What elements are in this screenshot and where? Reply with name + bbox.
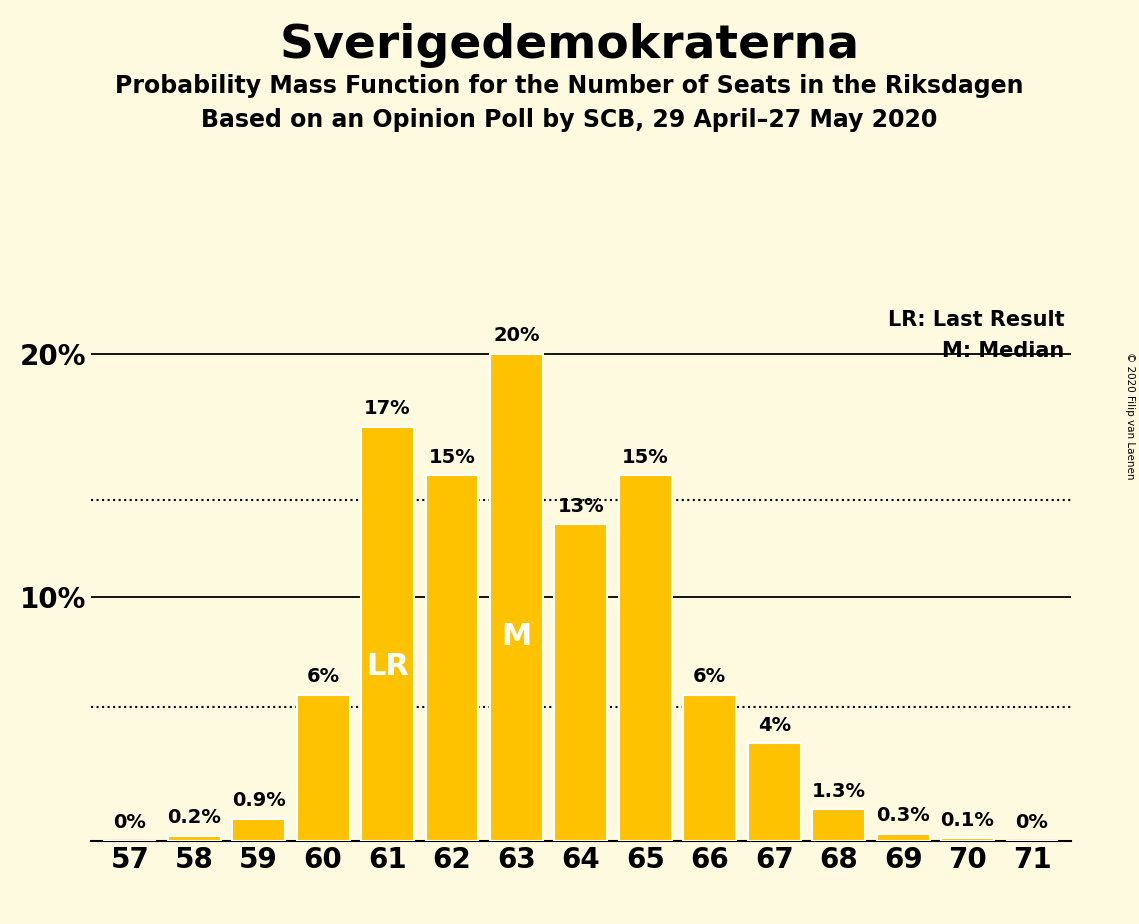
Text: 0%: 0% xyxy=(114,813,146,833)
Text: 6%: 6% xyxy=(694,667,727,687)
Text: © 2020 Filip van Laenen: © 2020 Filip van Laenen xyxy=(1125,352,1134,480)
Text: 0.9%: 0.9% xyxy=(232,791,286,810)
Text: 0.1%: 0.1% xyxy=(941,811,994,830)
Text: 20%: 20% xyxy=(493,326,540,346)
Text: 0.3%: 0.3% xyxy=(876,806,929,825)
Bar xyxy=(877,833,929,841)
Text: Sverigedemokraterna: Sverigedemokraterna xyxy=(279,23,860,68)
Text: Based on an Opinion Poll by SCB, 29 April–27 May 2020: Based on an Opinion Poll by SCB, 29 Apri… xyxy=(202,108,937,132)
Bar xyxy=(232,819,285,841)
Bar xyxy=(748,744,801,841)
Text: 4%: 4% xyxy=(757,716,790,735)
Bar xyxy=(426,476,478,841)
Bar xyxy=(555,524,607,841)
Text: 13%: 13% xyxy=(558,496,604,516)
Text: 15%: 15% xyxy=(428,448,475,467)
Bar xyxy=(490,354,543,841)
Bar xyxy=(296,695,350,841)
Text: 15%: 15% xyxy=(622,448,669,467)
Text: M: M xyxy=(501,622,532,650)
Text: Probability Mass Function for the Number of Seats in the Riksdagen: Probability Mass Function for the Number… xyxy=(115,74,1024,98)
Bar xyxy=(618,476,672,841)
Text: M: Median: M: Median xyxy=(942,342,1064,361)
Text: 1.3%: 1.3% xyxy=(812,782,866,800)
Text: LR: Last Result: LR: Last Result xyxy=(887,310,1064,330)
Text: 17%: 17% xyxy=(364,399,411,419)
Bar xyxy=(812,809,866,841)
Text: LR: LR xyxy=(366,652,409,681)
Bar xyxy=(167,836,221,841)
Bar xyxy=(941,838,994,841)
Bar xyxy=(683,695,736,841)
Text: 0.2%: 0.2% xyxy=(167,808,221,828)
Text: 0%: 0% xyxy=(1016,813,1048,833)
Bar xyxy=(361,427,413,841)
Text: 6%: 6% xyxy=(306,667,339,687)
